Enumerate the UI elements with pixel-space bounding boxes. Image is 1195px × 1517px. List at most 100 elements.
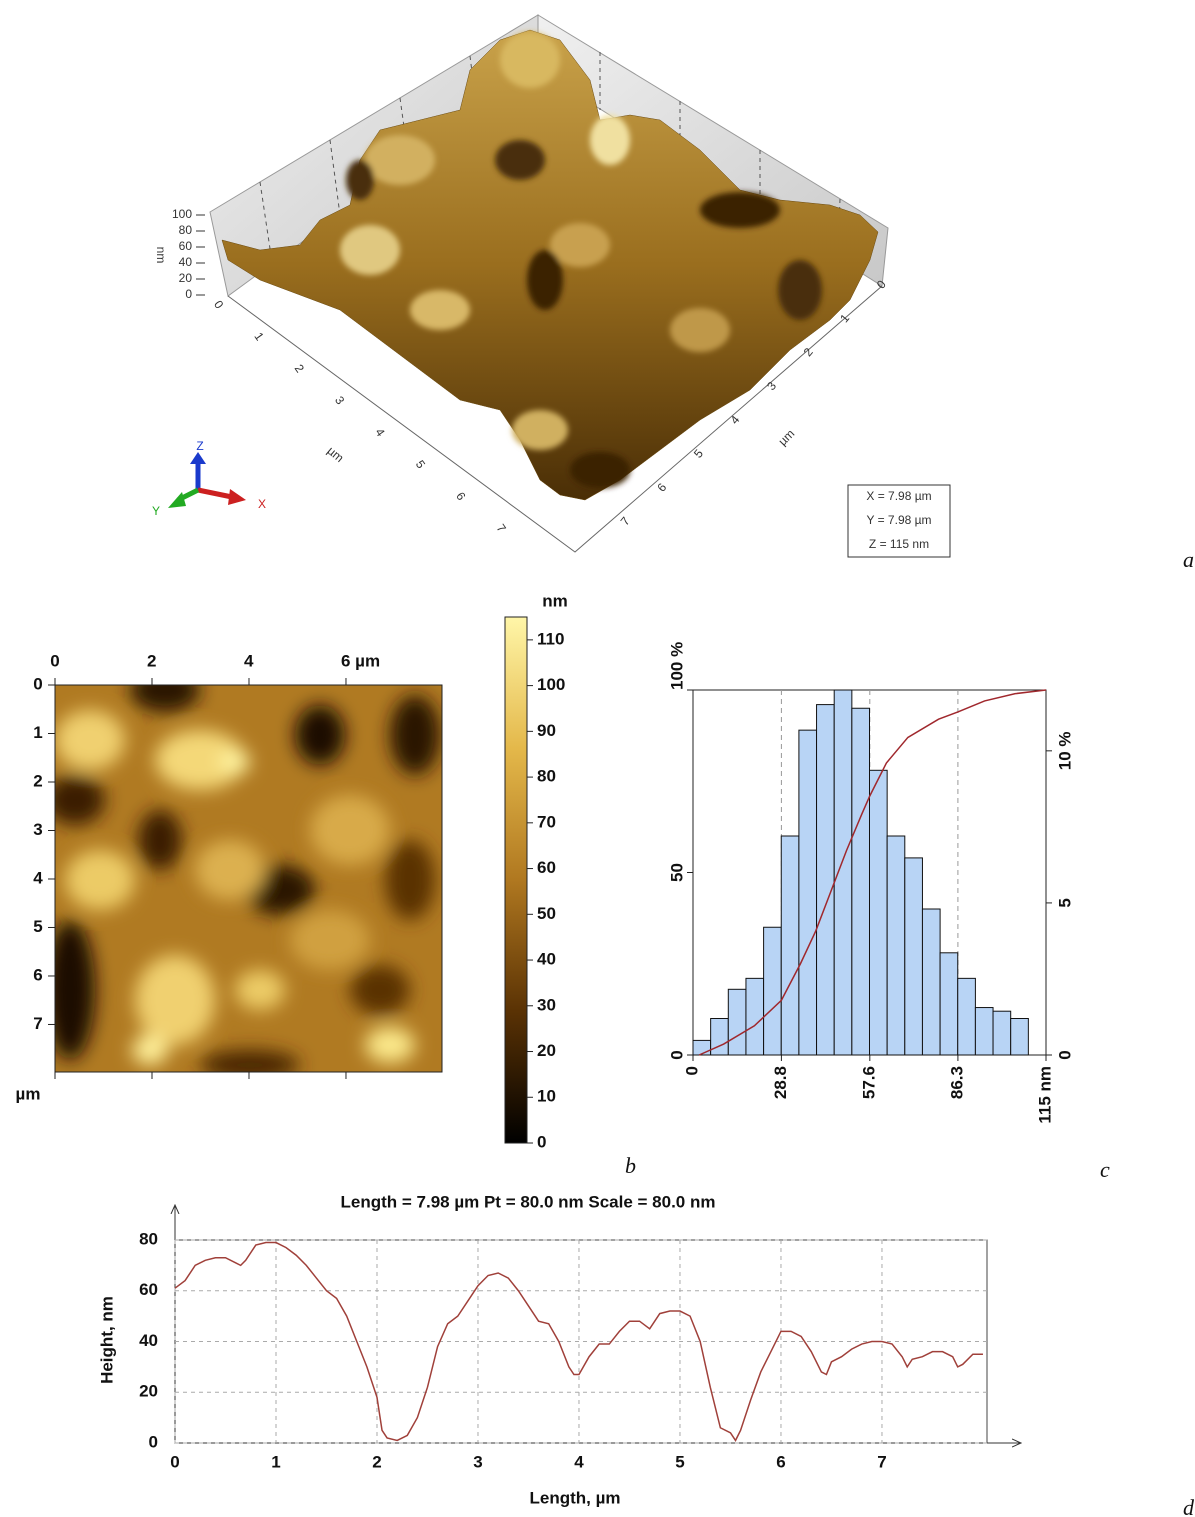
panel-label: c — [1100, 1157, 1110, 1182]
y-tick-label: 2 — [33, 771, 42, 790]
y-tick-label: 20 — [139, 1382, 158, 1401]
x-tick-label: 0 — [170, 1452, 179, 1471]
panel-label: b — [625, 1153, 636, 1178]
x-tick-label: 2 — [147, 651, 156, 670]
y-tick-label: 2 — [801, 345, 816, 359]
y-tick-label: 4 — [33, 868, 43, 887]
bar — [763, 926, 782, 1056]
panel-label: a — [1183, 547, 1194, 572]
surface-3d — [168, 14, 951, 558]
bar — [745, 977, 765, 1056]
bar — [1010, 1018, 1029, 1056]
colorbar-tick-label: 30 — [537, 995, 556, 1014]
bar — [833, 689, 853, 1056]
x-tick-label: 2 — [292, 362, 307, 376]
chart-title: Length = 7.98 µm Pt = 80.0 nm Scale = 80… — [341, 1192, 716, 1211]
x-tick-label: 4 — [244, 651, 254, 670]
bar — [974, 1007, 994, 1056]
x-tick-label: 115 nm — [1035, 1066, 1054, 1124]
x-tick-label: 5 — [675, 1452, 684, 1471]
z-axis-label: nm — [154, 247, 168, 264]
colorbar-tick-label: 60 — [537, 858, 556, 877]
y-axis-label: Height, nm — [97, 1296, 116, 1384]
z-tick-label: 60 — [179, 239, 193, 253]
x-axis-label: µm — [325, 444, 347, 466]
bar — [957, 977, 976, 1056]
info-line: Y = 7.98 µm — [866, 513, 931, 527]
y-tick-label: 60 — [139, 1280, 158, 1299]
bar — [904, 857, 923, 1056]
x-tick-label: 7 — [493, 521, 508, 535]
y-tick-label: 50 — [667, 863, 686, 882]
z-tick-label: 100 — [172, 207, 192, 221]
x-tick-label: 86.3 — [947, 1066, 966, 1099]
bar — [869, 769, 888, 1056]
colorbar — [504, 616, 528, 1144]
x-tick-label: 0 — [211, 298, 226, 312]
x-tick-label: 7 — [877, 1452, 886, 1471]
y-axis-label: µm — [16, 1084, 41, 1103]
x-tick-label: 3 — [332, 394, 347, 408]
y-tick-label: 100 % — [667, 642, 686, 690]
y2-tick-label: 5 — [1055, 898, 1074, 907]
info-line: Z = 115 nm — [869, 537, 929, 551]
surface-shading — [340, 32, 822, 488]
y-tick-label: 5 — [33, 917, 42, 936]
y2-tick-label: 10 % — [1055, 731, 1074, 770]
z-tick-label: 80 — [179, 223, 193, 237]
y-tick-label: 3 — [33, 820, 42, 839]
bar — [710, 1018, 729, 1056]
axis-glyph: Z — [196, 439, 203, 453]
y-tick-label: 7 — [618, 514, 633, 528]
x-tick-label: 6 — [453, 490, 468, 504]
profile-line — [174, 1241, 983, 1442]
bar — [921, 908, 941, 1056]
y-tick-label: 3 — [764, 379, 779, 393]
x-tick-label: 0 — [50, 651, 59, 670]
x-tick-label: 6 µm — [341, 651, 380, 670]
bar — [816, 704, 835, 1056]
x-tick-label: 0 — [682, 1066, 701, 1075]
colorbar-tick-label: 100 — [537, 675, 565, 694]
x-tick-label: 2 — [372, 1452, 381, 1471]
x-tick-label: 4 — [372, 426, 387, 440]
x-tick-label: 3 — [473, 1452, 482, 1471]
axis-triad — [168, 452, 246, 508]
bar — [727, 988, 747, 1056]
y-tick-label: 40 — [139, 1331, 158, 1350]
colorbar-tick-label: 90 — [537, 721, 556, 740]
x-tick-label: 28.8 — [771, 1066, 790, 1099]
info-box — [847, 484, 951, 558]
colorbar-tick-label: 110 — [537, 629, 564, 648]
y-tick-label: 1 — [33, 723, 42, 742]
y-tick-label: 7 — [33, 1014, 42, 1033]
y2-tick-label: 0 — [1055, 1050, 1074, 1059]
y-tick-label: 0 — [33, 674, 42, 693]
y-tick-label: 0 — [667, 1050, 686, 1059]
colorbar-tick-label: 50 — [537, 904, 556, 923]
base-edge — [227, 285, 883, 553]
colorbar-tick-label: 70 — [537, 812, 556, 831]
y-tick-label: 4 — [727, 413, 742, 427]
y-tick-label: 0 — [149, 1432, 158, 1451]
colorbar-label: nm — [542, 591, 568, 610]
z-tick-label: 0 — [185, 287, 192, 301]
axis-glyph: Y — [152, 504, 160, 518]
y-tick-label: 6 — [33, 965, 42, 984]
bar — [692, 1039, 712, 1056]
height-map — [55, 685, 442, 1072]
colorbar-tick-label: 20 — [537, 1041, 556, 1060]
y-axis-label: µm — [775, 426, 797, 448]
bar — [851, 707, 870, 1056]
info-line: X = 7.98 µm — [866, 489, 931, 503]
x-tick-label: 1 — [251, 330, 266, 344]
bar — [992, 1010, 1012, 1056]
x-tick-label: 1 — [271, 1452, 280, 1471]
bar — [798, 729, 818, 1056]
x-tick-label: 6 — [776, 1452, 785, 1471]
x-tick-label: 57.6 — [859, 1066, 878, 1099]
z-tick-label: 20 — [179, 271, 193, 285]
bar — [780, 835, 800, 1056]
cumulative-line — [698, 689, 1047, 1056]
